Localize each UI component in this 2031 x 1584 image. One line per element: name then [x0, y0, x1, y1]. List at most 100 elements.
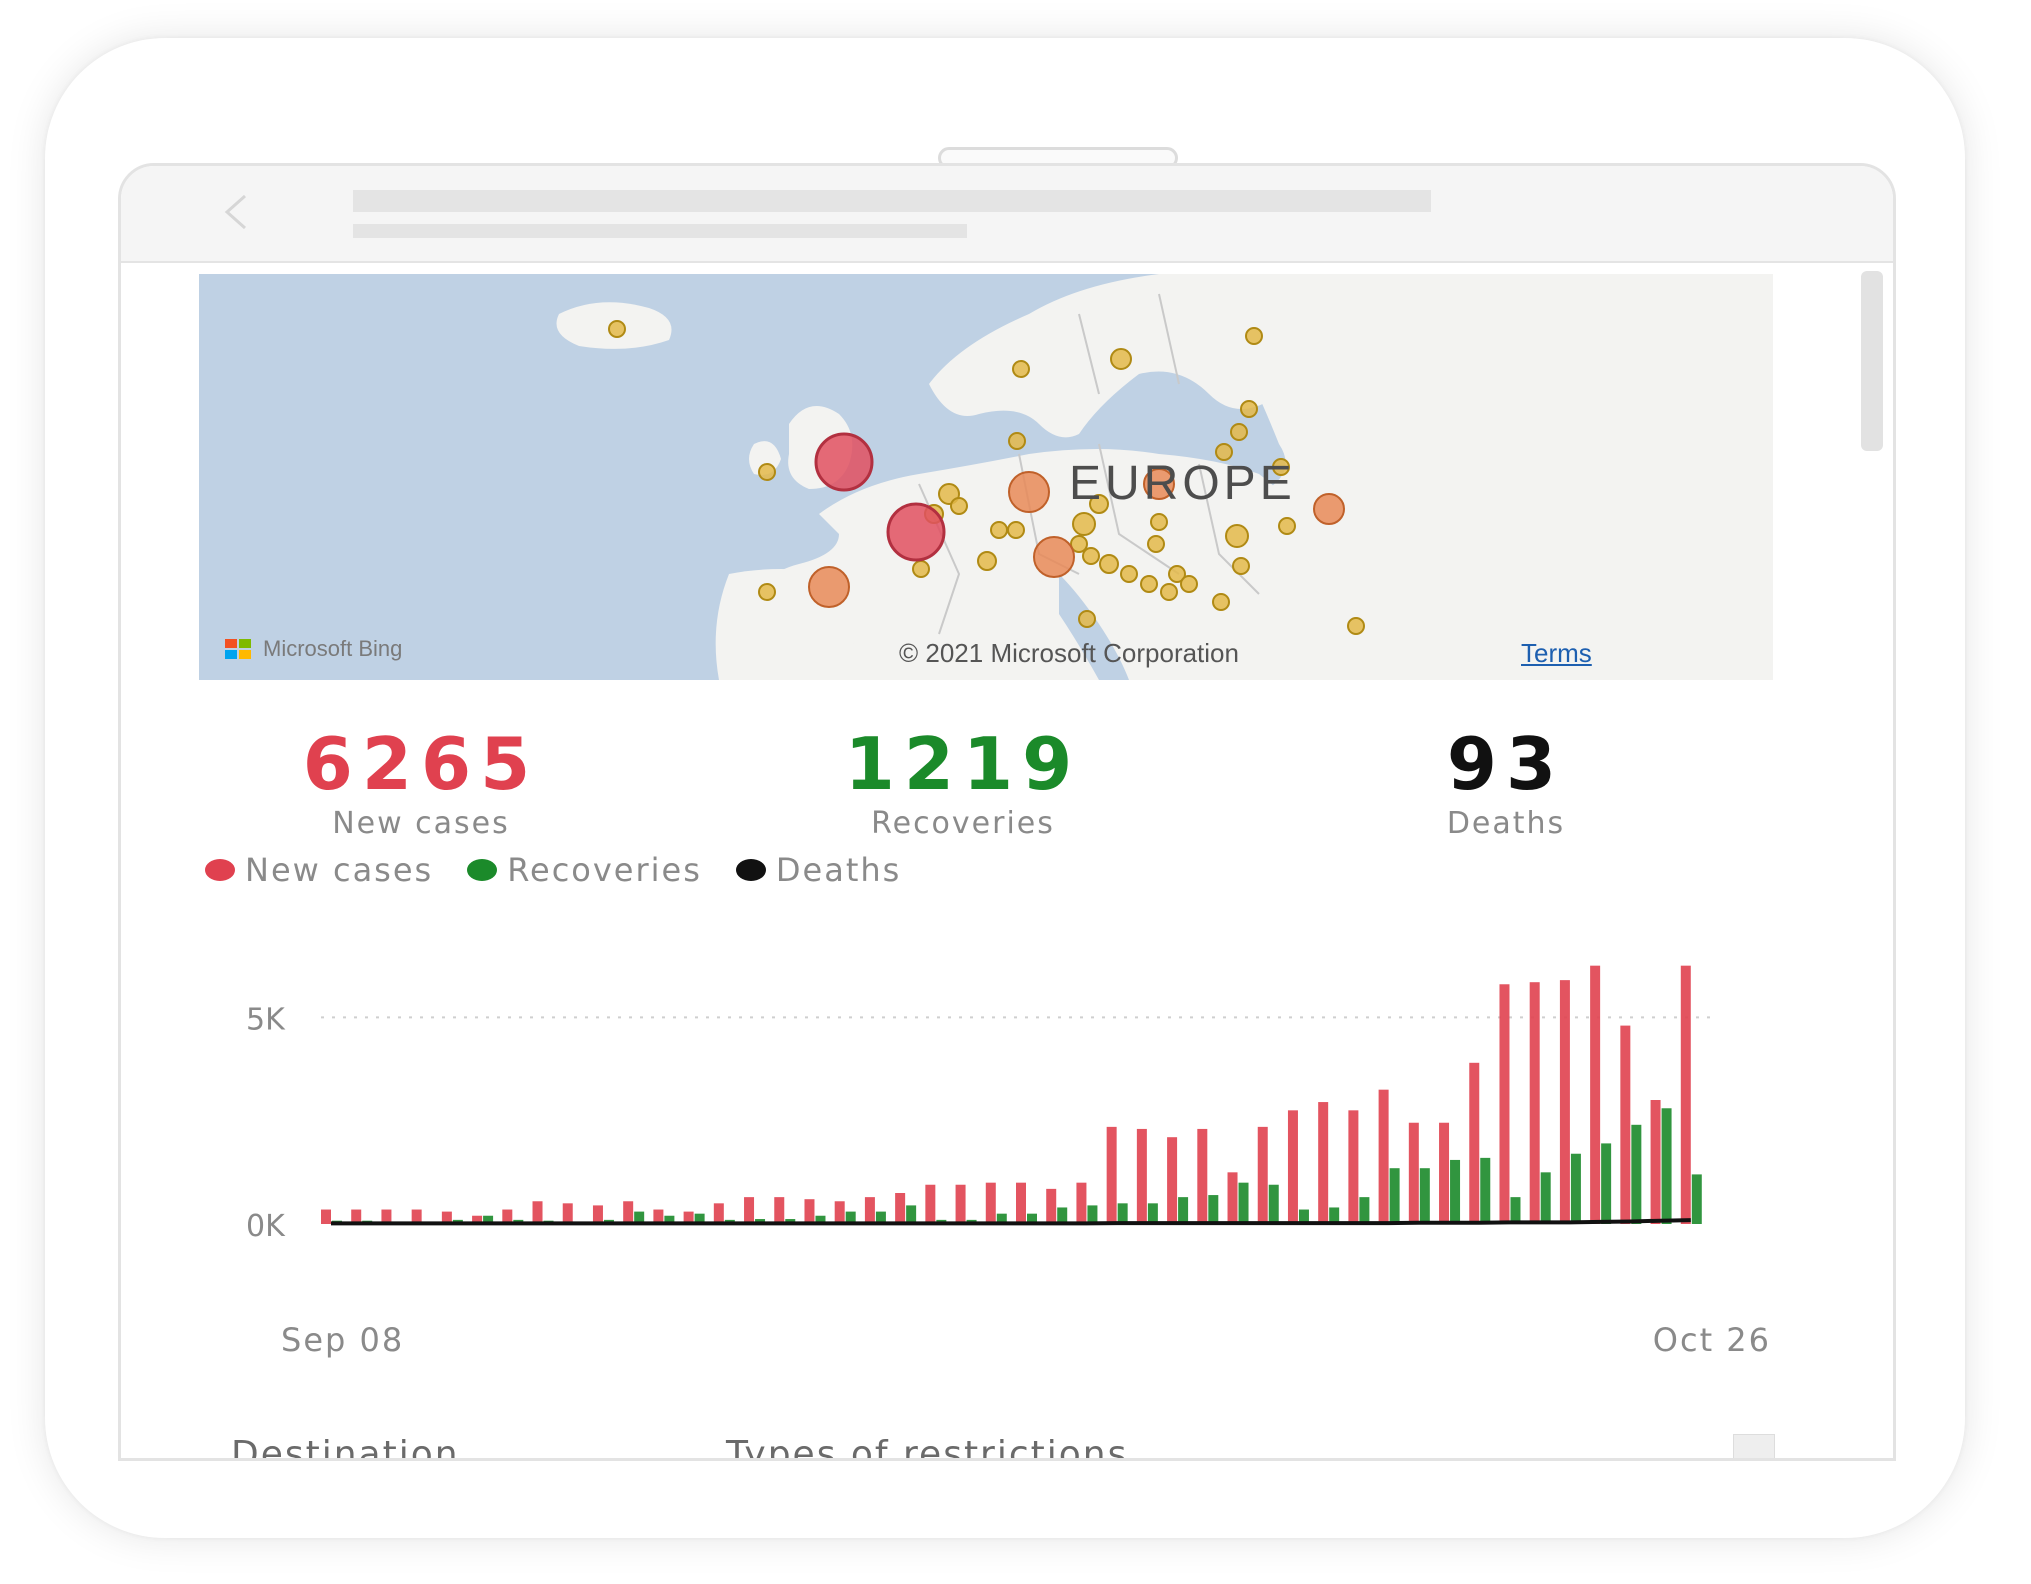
bar-recoveries[interactable]: [1661, 1108, 1672, 1224]
bar-new-cases[interactable]: [895, 1193, 906, 1224]
cases-bar-chart[interactable]: 5K 0K Sep 08 Oct 26: [191, 956, 1811, 1416]
bar-new-cases[interactable]: [321, 1209, 331, 1224]
bar-new-cases[interactable]: [502, 1209, 513, 1224]
bar-new-cases[interactable]: [1197, 1128, 1208, 1224]
bar-new-cases[interactable]: [1046, 1188, 1057, 1224]
bar-recoveries[interactable]: [1601, 1143, 1612, 1224]
bar-recoveries[interactable]: [1117, 1203, 1128, 1224]
bar-new-cases[interactable]: [381, 1209, 392, 1224]
bar-recoveries[interactable]: [483, 1215, 494, 1224]
scrollbar[interactable]: [1861, 271, 1883, 451]
bar-new-cases[interactable]: [411, 1209, 422, 1224]
bar-recoveries[interactable]: [1208, 1195, 1219, 1224]
bar-recoveries[interactable]: [1359, 1197, 1370, 1224]
bar-new-cases[interactable]: [653, 1209, 664, 1224]
bar-recoveries[interactable]: [1450, 1159, 1461, 1224]
bar-new-cases[interactable]: [623, 1201, 634, 1224]
europe-map[interactable]: EUROPE Microsoft Bing © 2021 Microsoft C…: [199, 274, 1773, 680]
bar-recoveries[interactable]: [1238, 1182, 1249, 1224]
bar-new-cases[interactable]: [1167, 1137, 1178, 1224]
column-header-destination[interactable]: Destination: [231, 1434, 460, 1461]
bar-new-cases[interactable]: [1257, 1126, 1268, 1224]
legend-item-new-cases[interactable]: New cases: [205, 851, 433, 889]
bar-new-cases[interactable]: [1620, 1025, 1631, 1224]
app-screen: EUROPE Microsoft Bing © 2021 Microsoft C…: [118, 163, 1896, 1461]
bar-new-cases[interactable]: [1287, 1110, 1298, 1224]
bar-recoveries[interactable]: [996, 1213, 1007, 1224]
bar-new-cases[interactable]: [1408, 1122, 1419, 1224]
bar-new-cases[interactable]: [1590, 965, 1601, 1224]
legend-label: Recoveries: [507, 851, 702, 889]
kpi-label: New cases: [332, 806, 510, 841]
bar-new-cases[interactable]: [925, 1184, 936, 1224]
bar-recoveries[interactable]: [1268, 1184, 1279, 1224]
bar-new-cases[interactable]: [804, 1199, 815, 1224]
bar-new-cases[interactable]: [1076, 1182, 1087, 1224]
bar-new-cases[interactable]: [592, 1205, 603, 1224]
column-header-restrictions[interactable]: Types of restrictions: [726, 1434, 1129, 1461]
legend-marker: [735, 859, 766, 881]
bar-new-cases[interactable]: [985, 1182, 996, 1224]
bar-recoveries[interactable]: [1298, 1209, 1309, 1224]
bar-recoveries[interactable]: [1631, 1124, 1642, 1224]
bar-recoveries[interactable]: [1178, 1197, 1189, 1224]
line-deaths[interactable]: [331, 1218, 1691, 1226]
bar-recoveries[interactable]: [1480, 1157, 1491, 1224]
bar-recoveries[interactable]: [1027, 1213, 1037, 1224]
bar-recoveries[interactable]: [1419, 1168, 1430, 1224]
legend-item-recoveries[interactable]: Recoveries: [467, 851, 702, 889]
bar-recoveries[interactable]: [1087, 1205, 1098, 1224]
bar-new-cases[interactable]: [351, 1209, 362, 1224]
bar-recoveries[interactable]: [815, 1215, 826, 1224]
bar-new-cases[interactable]: [683, 1211, 694, 1224]
bar-recoveries[interactable]: [875, 1211, 886, 1224]
bar-recoveries[interactable]: [1389, 1168, 1400, 1224]
bar-recoveries[interactable]: [634, 1211, 645, 1224]
kpi-deaths: 93 Deaths: [1326, 726, 1686, 841]
map-region-label: EUROPE: [1069, 457, 1296, 510]
bar-new-cases[interactable]: [1378, 1089, 1389, 1224]
bar-new-cases[interactable]: [1348, 1110, 1359, 1224]
bar-recoveries[interactable]: [1691, 1174, 1702, 1224]
collapse-button[interactable]: [1733, 1434, 1775, 1458]
bar-new-cases[interactable]: [713, 1203, 724, 1224]
bar-new-cases[interactable]: [1650, 1100, 1661, 1224]
bar-recoveries[interactable]: [1510, 1197, 1521, 1224]
legend-item-deaths[interactable]: Deaths: [735, 851, 901, 889]
bar-new-cases[interactable]: [441, 1211, 452, 1224]
bar-new-cases[interactable]: [1529, 982, 1540, 1224]
bar-new-cases[interactable]: [472, 1215, 483, 1224]
bar-recoveries[interactable]: [664, 1215, 675, 1224]
bar-new-cases[interactable]: [955, 1184, 966, 1224]
bar-new-cases[interactable]: [1318, 1102, 1329, 1224]
bar-new-cases[interactable]: [532, 1201, 543, 1224]
bar-new-cases[interactable]: [1439, 1122, 1450, 1224]
bar-new-cases[interactable]: [1136, 1128, 1147, 1224]
bar-new-cases[interactable]: [1680, 965, 1691, 1224]
bar-new-cases[interactable]: [864, 1197, 875, 1224]
bar-recoveries[interactable]: [1147, 1203, 1158, 1224]
back-arrow-icon[interactable]: [217, 192, 257, 232]
bar-new-cases[interactable]: [1106, 1126, 1117, 1224]
bar-recoveries[interactable]: [1540, 1172, 1551, 1224]
bar-recoveries[interactable]: [694, 1213, 705, 1224]
bar-new-cases[interactable]: [1469, 1062, 1480, 1224]
bar-new-cases[interactable]: [1499, 984, 1510, 1224]
bar-new-cases[interactable]: [774, 1197, 785, 1224]
bar-new-cases[interactable]: [1227, 1172, 1238, 1224]
bar-new-cases[interactable]: [1559, 980, 1570, 1224]
bar-new-cases[interactable]: [744, 1197, 755, 1224]
y-tick-label: 0K: [246, 1209, 286, 1244]
bar-new-cases[interactable]: [834, 1201, 845, 1224]
bar-recoveries[interactable]: [845, 1211, 856, 1224]
kpi-label: Recoveries: [871, 806, 1055, 841]
bar-recoveries[interactable]: [1329, 1207, 1340, 1224]
bar-recoveries[interactable]: [1057, 1207, 1068, 1224]
bar-new-cases[interactable]: [1016, 1182, 1026, 1224]
terms-link[interactable]: Terms: [1521, 638, 1592, 668]
kpi-value: 1219: [844, 722, 1082, 806]
map-copyright: © 2021 Microsoft Corporation: [899, 638, 1239, 668]
bar-new-cases[interactable]: [562, 1203, 573, 1224]
bar-recoveries[interactable]: [906, 1205, 917, 1224]
bar-recoveries[interactable]: [1570, 1153, 1581, 1224]
